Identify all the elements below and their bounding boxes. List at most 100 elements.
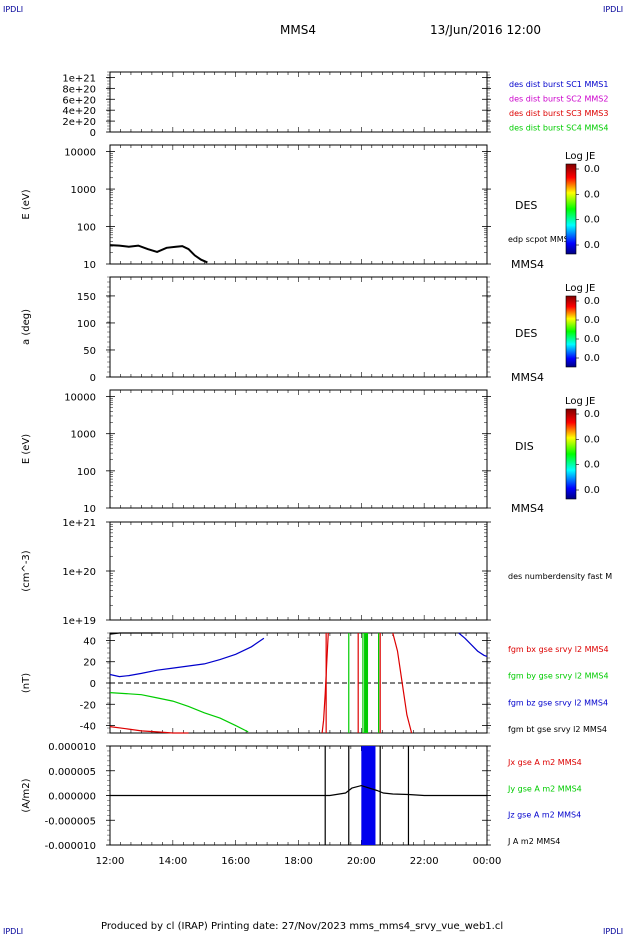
y-tick-label: 10	[83, 260, 96, 271]
y-tick-label: 100	[77, 319, 96, 330]
side-label: des numberdensity fast M	[508, 572, 612, 581]
y-axis-label: E (eV)	[21, 434, 32, 464]
legend-entry: fgm bx gse srvy l2 MMS4	[508, 645, 609, 654]
y-tick-label: 100	[77, 467, 96, 478]
current-band	[361, 746, 376, 845]
corner-label-top-right: IPDLI	[603, 5, 623, 14]
y-tick-label: 1e+21	[62, 518, 96, 529]
colorbar-label: 0.0	[584, 485, 600, 496]
panel-des-energy: 10000 1000 100 10 E (eV) DES edp scpot MMS4 MMS…	[21, 144, 600, 271]
legend-entry: fgm bt gse srvy l2 MMS4	[508, 725, 607, 734]
corner-label-bottom-right: IPDLI	[603, 927, 623, 934]
footer-text: Produced by cl (IRAP) Printing date: 27/…	[101, 921, 503, 932]
y-axis-label: (A/m2)	[21, 778, 32, 812]
series-line	[458, 632, 488, 657]
colorbar	[565, 408, 577, 500]
colorbar-label: 0.0	[584, 189, 600, 200]
y-tick-label: -40	[80, 722, 96, 733]
y-tick-label: 10000	[64, 393, 96, 404]
y-tick-label: 20	[83, 658, 96, 669]
series-line	[392, 632, 413, 734]
y-tick-label: 10000	[64, 148, 96, 159]
series-line	[110, 784, 487, 797]
y-tick-label: 8e+20	[62, 84, 96, 95]
corner-label-top-left: IPDLI	[3, 5, 23, 14]
y-tick-label: 0	[90, 679, 96, 690]
legend-entry: Jz gse A m2 MMS4	[507, 811, 581, 820]
y-tick-label: 1e+21	[62, 73, 96, 84]
x-tick-label: 16:00	[221, 856, 250, 867]
bottom-tag: MMS4	[511, 258, 544, 271]
side-label: DES	[515, 327, 537, 340]
series-line	[109, 632, 161, 635]
date-title: 13/Jun/2016 12:00	[430, 23, 541, 37]
panel-fgm: 40 20 0 -20 -40 (nT) fgm bx gse srvy l2 MMS4 fg…	[21, 632, 609, 734]
colorbar	[565, 295, 577, 368]
panel-frame	[109, 521, 488, 621]
colorbar-label: 0.0	[584, 215, 600, 226]
x-tick-label: 12:00	[96, 856, 125, 867]
y-axis-label: E (eV)	[21, 189, 32, 219]
legend-entry: Jx gse A m2 MMS4	[507, 758, 582, 767]
legend-entry: des dist burst SC2 MMS2	[509, 95, 608, 104]
colorbar-label: 0.0	[584, 460, 600, 471]
y-tick-label: 50	[83, 346, 96, 357]
y-tick-label: 1000	[71, 430, 96, 441]
y-tick-label: 10	[83, 504, 96, 515]
series-line	[109, 244, 208, 264]
series-line	[109, 637, 265, 678]
x-tick-label: 14:00	[158, 856, 187, 867]
series-line	[109, 726, 189, 734]
y-tick-label: -20	[80, 700, 96, 711]
colorbar-label: 0.0	[584, 296, 600, 307]
y-tick-label: -0.000005	[45, 816, 96, 827]
legend-entry: des dist burst SC1 MMS1	[509, 80, 608, 89]
x-tick-label: 00:00	[473, 856, 502, 867]
colorbar	[565, 163, 577, 255]
y-tick-label: 40	[83, 636, 96, 647]
legend-entry: J A m2 MMS4	[507, 837, 560, 846]
panel-current: 0.000010 0.000005 0.000000 -0.000005 -0.0000…	[21, 742, 582, 867]
panel-frame	[109, 389, 488, 509]
y-tick-label: 6e+20	[62, 95, 96, 106]
y-axis-label: (cm^-3)	[21, 550, 32, 591]
y-tick-label: 0	[90, 373, 96, 384]
legend-entry: des dist burst SC4 MMS4	[509, 124, 608, 133]
y-tick-label: 1000	[71, 185, 96, 196]
legend-entry: Jy gse A m2 MMS4	[507, 784, 582, 793]
side-label: DIS	[515, 440, 534, 453]
panel-frame	[109, 71, 488, 133]
y-axis-label: (nT)	[21, 673, 32, 693]
y-tick-label: 1e+20	[62, 567, 96, 578]
colorbar-label: 0.0	[584, 164, 600, 175]
panel-density: 1e+21 1e+20 1e+19 (cm^-3) des numberdensity …	[21, 518, 612, 627]
y-tick-label: 100	[77, 223, 96, 234]
y-tick-label: 4e+20	[62, 106, 96, 117]
corner-label-bottom-left: IPDLI	[3, 927, 23, 934]
bottom-tag: MMS4	[511, 371, 544, 384]
panel-frame	[109, 276, 488, 378]
colorbar-title: Log JE	[565, 151, 595, 162]
panel-des-pitch: 150 100 50 0 a (deg) DES MMS4 Log JE 0.0 0.0 0.0 0.…	[21, 276, 600, 384]
colorbar-label: 0.0	[584, 240, 600, 251]
panel-dis-energy: 10000 1000 100 10 E (eV) DIS MMS4 Log JE 0.0 0.0 0…	[21, 389, 600, 515]
colorbar-label: 0.0	[584, 353, 600, 364]
colorbar-title: Log JE	[565, 396, 595, 407]
panel-frame	[109, 144, 488, 265]
spacecraft-title: MMS4	[280, 23, 316, 37]
y-tick-label: 150	[77, 292, 96, 303]
series-line	[321, 632, 329, 734]
y-tick-label: 0.000010	[48, 742, 96, 753]
y-tick-label: 0.000005	[48, 767, 96, 778]
x-tick-label: 22:00	[410, 856, 439, 867]
y-tick-label: 0.000000	[48, 792, 96, 803]
bottom-tag: MMS4	[511, 502, 544, 515]
side-label: DES	[515, 199, 537, 212]
x-tick-label: 18:00	[284, 856, 313, 867]
colorbar-label: 0.0	[584, 315, 600, 326]
colorbar-label: 0.0	[584, 334, 600, 345]
legend-entry: des dist burst SC3 MMS3	[509, 109, 608, 118]
